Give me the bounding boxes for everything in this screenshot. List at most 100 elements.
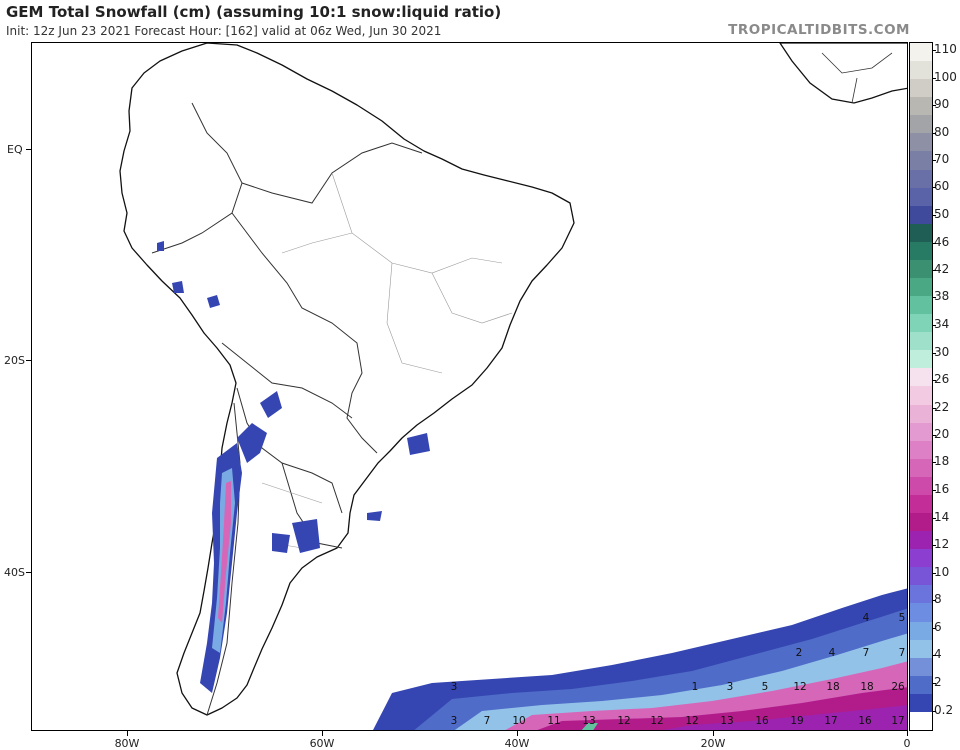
brand-watermark: TROPICALTIDBITS.COM — [728, 22, 910, 38]
ocean-value-label: 12 — [650, 715, 663, 727]
lon-tick-20w — [713, 731, 714, 736]
colorbar-cell — [910, 621, 932, 640]
colorbar-label: 90 — [934, 97, 950, 111]
colorbar-cell — [910, 241, 932, 260]
south-america-coastline — [119, 43, 575, 716]
ocean-value-label: 7 — [863, 647, 870, 659]
ocean-value-label: 18 — [826, 681, 839, 693]
colorbar-cell — [910, 151, 932, 170]
ocean-value-label: 3 — [451, 681, 458, 693]
ocean-value-label: 11 — [547, 715, 560, 727]
ocean-value-label: 19 — [790, 715, 803, 727]
colorbar-tick — [933, 78, 936, 79]
colorbar-tick — [933, 50, 936, 51]
colorbar-label: 18 — [934, 454, 950, 468]
colorbar-tick — [933, 600, 936, 601]
lon-tick-0 — [907, 731, 908, 736]
colorbar-tick — [933, 683, 936, 684]
colorbar-tick — [933, 490, 936, 491]
ocean-value-label: 5 — [899, 612, 906, 624]
colorbar-label: 30 — [934, 345, 950, 359]
colorbar-cell — [910, 494, 932, 514]
colorbar-tick — [933, 215, 936, 216]
ocean-value-label: 17 — [891, 715, 904, 727]
colorbar-cell — [910, 278, 932, 297]
colorbar-label: 42 — [934, 262, 950, 276]
colorbar-label: 8 — [934, 592, 942, 606]
colorbar-tick — [933, 573, 936, 574]
colorbar-label: 6 — [934, 620, 942, 634]
colorbar-tick — [933, 243, 936, 244]
colorbar-tick — [933, 270, 936, 271]
lat-label-40s: 40S — [4, 566, 25, 579]
lon-tick-40w — [517, 731, 518, 736]
africa-borders — [821, 52, 893, 104]
colorbar-cell — [910, 97, 932, 116]
map-title: GEM Total Snowfall (cm) (assuming 10:1 s… — [6, 3, 502, 21]
ocean-value-label: 4 — [863, 612, 870, 624]
colorbar-cell — [910, 513, 932, 532]
colorbar-cell — [910, 296, 932, 315]
lat-label-20s: 20S — [4, 354, 25, 367]
lon-label-0: 0 — [903, 737, 911, 750]
colorbar-label: 38 — [934, 289, 950, 303]
colorbar-cell — [910, 61, 932, 80]
lon-tick-80w — [127, 731, 128, 736]
colorbar-cell — [910, 675, 932, 694]
colorbar-tick — [933, 325, 936, 326]
lat-tick-20s — [26, 360, 31, 361]
colorbar-tick — [933, 160, 936, 161]
colorbar-cell — [910, 693, 932, 712]
colorbar-label: 16 — [934, 482, 950, 496]
ocean-value-label: 12 — [685, 715, 698, 727]
colorbar-label: 110 — [934, 42, 957, 56]
ocean-value-label: 16 — [858, 715, 872, 727]
colorbar-cell — [910, 639, 932, 658]
map-frame: 4 5 2 4 7 7 3 1 3 5 12 18 18 26 3 7 10 11 13 12 12 12 13 16 19 17… — [31, 42, 908, 731]
ocean-value-label: 1 — [692, 681, 699, 693]
colorbar-cell — [910, 133, 932, 152]
colorbar-cell — [910, 531, 932, 550]
colorbar-cell — [910, 585, 932, 604]
ocean-value-labels: 4 52 4 7 73 1 3 5 12 18 18 263 7 10 11 13 12 12 12 13 16 19 17… — [451, 612, 906, 727]
colorbar-cell — [910, 657, 932, 676]
colorbar-cell — [910, 458, 932, 477]
colorbar-tick — [933, 655, 936, 656]
map-subtitle: Init: 12z Jun 23 2021 Forecast Hour: [16… — [6, 24, 442, 38]
lon-tick-60w — [322, 731, 323, 736]
ocean-value-label: 2 — [796, 647, 803, 659]
colorbar-tick — [933, 545, 936, 546]
ocean-value-label: 3 — [727, 681, 734, 693]
lon-label-80w: 80W — [114, 737, 140, 750]
colorbar-cell — [910, 549, 932, 568]
lon-label-40w: 40W — [504, 737, 530, 750]
colorbar-cell — [910, 43, 932, 62]
colorbar-cell — [910, 567, 932, 586]
colorbar-label: 60 — [934, 179, 950, 193]
lat-label-eq: EQ — [7, 143, 23, 156]
colorbar-tick — [933, 353, 936, 354]
colorbar-label: 100 — [934, 70, 957, 84]
colorbar-label: 0.2 — [934, 703, 954, 717]
colorbar-cell — [910, 79, 932, 98]
colorbar-cell — [910, 422, 932, 441]
colorbar-cell — [910, 187, 932, 206]
colorbar-tick — [933, 711, 936, 712]
colorbar-tick — [933, 435, 936, 436]
colorbar-tick — [933, 105, 936, 106]
colorbar-cell — [910, 259, 932, 279]
ocean-value-label: 12 — [617, 715, 630, 727]
colorbar-tick — [933, 380, 936, 381]
colorbar-cell — [910, 368, 932, 387]
lon-label-60w: 60W — [309, 737, 335, 750]
ocean-value-label: 3 — [451, 715, 458, 727]
colorbar-tick — [933, 518, 936, 519]
colorbar-cell — [910, 386, 932, 405]
ocean-value-label: 16 — [755, 715, 769, 727]
colorbar-cell — [910, 440, 932, 459]
colorbar-label: 26 — [934, 372, 950, 386]
colorbar-cell — [910, 711, 932, 730]
colorbar-cell — [910, 115, 932, 134]
colorbar-cell — [910, 314, 932, 333]
ocean-value-label: 18 — [860, 681, 873, 693]
